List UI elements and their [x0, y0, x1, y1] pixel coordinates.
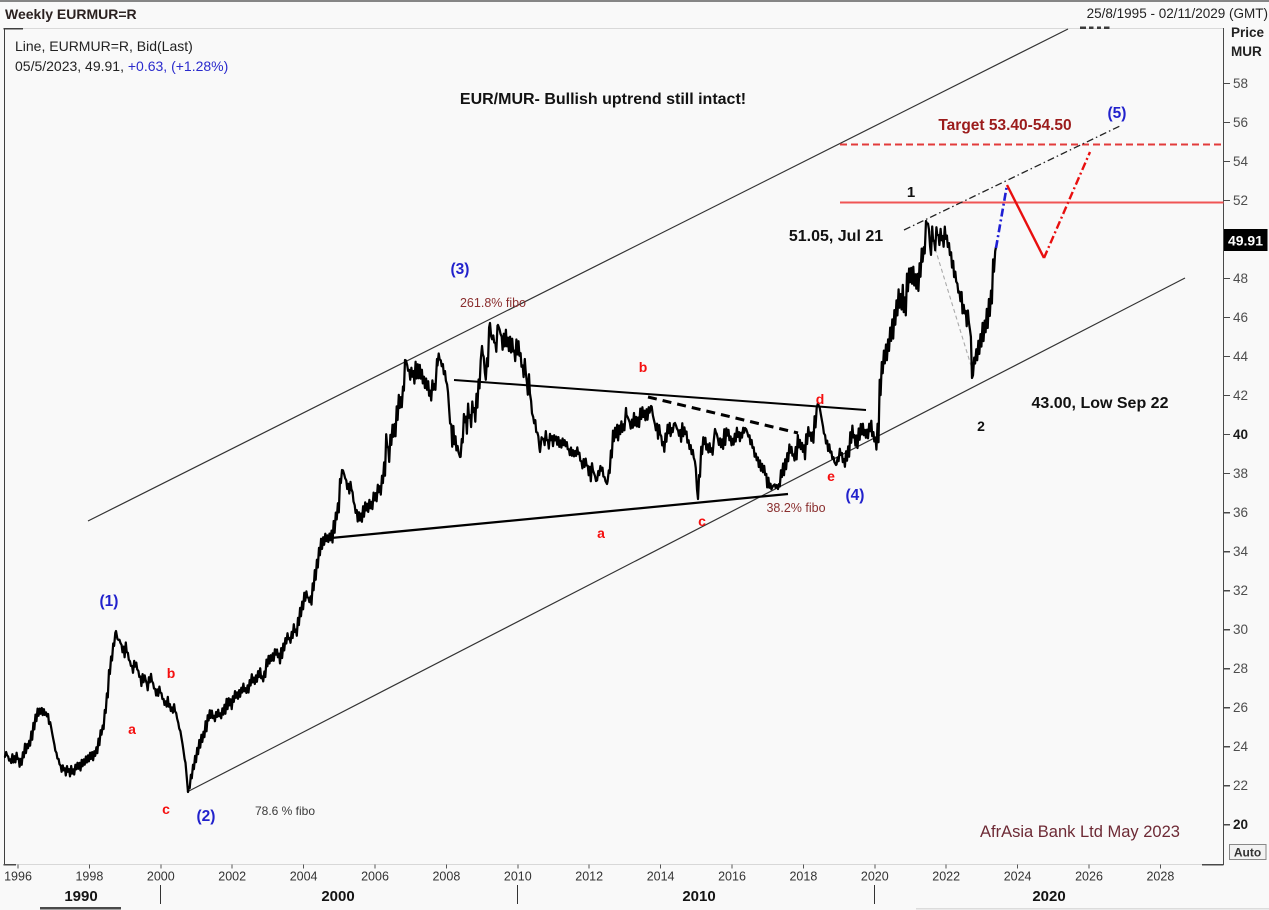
svg-text:a: a [597, 525, 605, 541]
svg-text:2020: 2020 [1032, 888, 1065, 905]
svg-text:2000: 2000 [321, 888, 354, 905]
svg-text:AfrAsia Bank Ltd May 2023: AfrAsia Bank Ltd May 2023 [980, 823, 1180, 841]
svg-text:43.00, Low Sep 22: 43.00, Low Sep 22 [1032, 395, 1169, 412]
svg-text:(5): (5) [1108, 105, 1127, 122]
svg-text:58: 58 [1233, 76, 1248, 91]
svg-text:2006: 2006 [361, 870, 389, 884]
svg-text:261.8% fibo: 261.8% fibo [460, 296, 526, 310]
svg-text:2000: 2000 [147, 870, 175, 884]
svg-text:Price: Price [1231, 25, 1265, 40]
svg-text:22: 22 [1233, 778, 1248, 793]
svg-text:1996: 1996 [4, 870, 32, 884]
svg-text:(2): (2) [197, 808, 216, 825]
svg-text:26: 26 [1233, 700, 1248, 715]
svg-text:51.05, Jul 21: 51.05, Jul 21 [789, 228, 883, 245]
svg-text:30: 30 [1233, 622, 1248, 637]
svg-text:78.6 % fibo: 78.6 % fibo [255, 804, 315, 818]
svg-text:2010: 2010 [504, 870, 532, 884]
svg-text:Auto: Auto [1234, 846, 1261, 860]
svg-text:2024: 2024 [1004, 870, 1032, 884]
svg-text:Weekly EURMUR=R: Weekly EURMUR=R [5, 6, 137, 22]
svg-text:MUR: MUR [1231, 44, 1262, 59]
svg-text:2008: 2008 [432, 870, 460, 884]
svg-text:2010: 2010 [682, 888, 715, 905]
svg-text:2016: 2016 [718, 870, 746, 884]
svg-text:2004: 2004 [290, 870, 318, 884]
svg-text:42: 42 [1233, 388, 1248, 403]
svg-text:32: 32 [1233, 583, 1248, 598]
svg-text:49.91: 49.91 [1228, 233, 1263, 249]
svg-text:c: c [698, 513, 706, 529]
svg-text:2020: 2020 [861, 870, 889, 884]
svg-text:EUR/MUR- Bullish uptrend still: EUR/MUR- Bullish uptrend still intact! [460, 91, 746, 108]
svg-text:(3): (3) [451, 261, 470, 278]
svg-text:1990: 1990 [64, 888, 97, 905]
svg-text:a: a [128, 721, 136, 737]
svg-text:2: 2 [977, 418, 985, 434]
svg-text:1998: 1998 [75, 870, 103, 884]
svg-text:(4): (4) [846, 487, 865, 504]
svg-text:(1): (1) [100, 593, 119, 610]
svg-text:05/5/2023, 49.91, +0.63, (+1.2: 05/5/2023, 49.91, +0.63, (+1.28%) [15, 58, 228, 74]
svg-text:25/8/1995 - 02/11/2029 (GMT): 25/8/1995 - 02/11/2029 (GMT) [1087, 6, 1268, 21]
svg-text:54: 54 [1233, 154, 1249, 169]
svg-text:b: b [639, 359, 648, 375]
svg-text:2018: 2018 [789, 870, 817, 884]
svg-text:48: 48 [1233, 271, 1248, 286]
svg-text:38.2% fibo: 38.2% fibo [766, 501, 825, 515]
svg-text:b: b [167, 665, 176, 681]
svg-text:40: 40 [1233, 427, 1248, 442]
svg-text:28: 28 [1233, 661, 1248, 676]
svg-text:34: 34 [1233, 544, 1249, 559]
svg-text:e: e [827, 468, 835, 484]
svg-text:Line, EURMUR=R, Bid(Last): Line, EURMUR=R, Bid(Last) [15, 38, 193, 54]
svg-text:36: 36 [1233, 505, 1248, 520]
svg-text:Target 53.40-54.50: Target 53.40-54.50 [938, 117, 1071, 134]
svg-text:44: 44 [1233, 349, 1249, 364]
svg-text:56: 56 [1233, 115, 1248, 130]
svg-text:20: 20 [1233, 817, 1248, 832]
svg-text:52: 52 [1233, 193, 1248, 208]
svg-text:2028: 2028 [1146, 870, 1174, 884]
svg-text:1: 1 [907, 184, 915, 201]
svg-text:46: 46 [1233, 310, 1248, 325]
svg-text:d: d [816, 391, 825, 407]
svg-text:c: c [162, 801, 170, 817]
svg-text:2022: 2022 [932, 870, 960, 884]
svg-text:2012: 2012 [575, 870, 603, 884]
svg-text:38: 38 [1233, 466, 1248, 481]
svg-text:2014: 2014 [647, 870, 675, 884]
svg-text:2026: 2026 [1075, 870, 1103, 884]
svg-text:2002: 2002 [218, 870, 246, 884]
svg-text:24: 24 [1233, 739, 1249, 754]
